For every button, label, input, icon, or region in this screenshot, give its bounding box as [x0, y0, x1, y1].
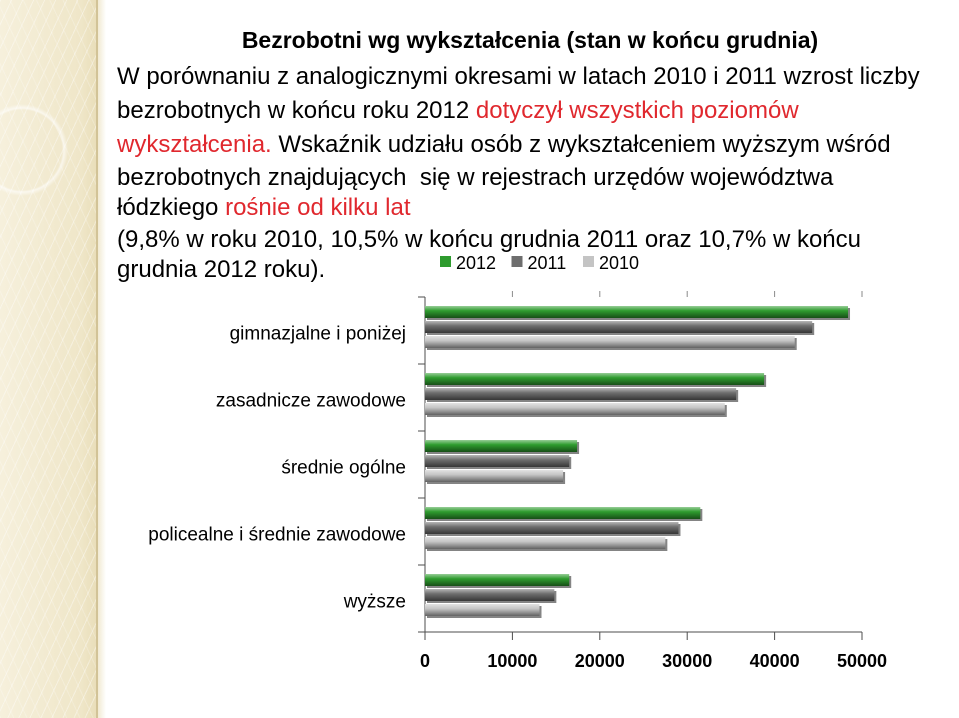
paragraph-text: (9,8% w roku 2010, 10,5% w końcu grudnia… [117, 226, 861, 253]
value-axis-tick-label: 20000 [575, 651, 625, 671]
value-axis-tick-label: 30000 [662, 651, 712, 671]
paragraph-text: łódzkiego [117, 194, 226, 221]
bar-2011-category-2 [425, 388, 737, 400]
bar-2011-category-5 [425, 589, 555, 601]
paragraph-line: łódzkiego rośnie od kilku lat [117, 194, 411, 222]
paragraph-text: W porównaniu z analogicznymi okresami w … [117, 63, 920, 90]
category-label: policealne i średnie zawodowe [148, 525, 406, 546]
slide-decoration-glow [98, 0, 106, 718]
slide-decoration-strip [0, 0, 96, 718]
value-axis-tick-label: 0 [420, 651, 430, 671]
legend-label-2012: 2012 [456, 253, 496, 273]
paragraph-line: wykształcenia. Wskaźnik udziału osób z w… [117, 131, 891, 159]
category-label: wyższe [343, 592, 406, 613]
slide-title: Bezrobotni wg wykształcenia (stan w końc… [241, 27, 819, 53]
bar-2010-category-3 [425, 470, 564, 482]
bar-2012-category-3 [425, 440, 578, 452]
paragraph-line: W porównaniu z analogicznymi okresami w … [117, 63, 920, 91]
paragraph-text: bezrobotnych znajdujących się w rejestra… [117, 164, 834, 191]
category-label: gimnazjalne i poniżej [230, 324, 406, 345]
bar-2012-category-1 [425, 306, 849, 318]
bar-2012-category-2 [425, 373, 765, 385]
legend-swatch-2012 [440, 256, 451, 267]
value-axis-tick-label: 40000 [750, 651, 800, 671]
paragraph-highlight: wykształcenia. [117, 131, 272, 158]
slide-decoration-edge [96, 0, 98, 718]
bar-2011-category-4 [425, 522, 679, 534]
paragraph-text: grudnia 2012 roku). [117, 256, 326, 283]
legend-swatch-2010 [583, 256, 594, 267]
bar-2012-category-5 [425, 574, 570, 586]
paragraph-highlight: rośnie od kilku lat [225, 194, 411, 221]
paragraph-line: grudnia 2012 roku). [117, 256, 325, 284]
bar-2010-category-5 [425, 604, 540, 616]
bar-2011-category-1 [425, 321, 813, 333]
paragraph-text: Wskaźnik udziału osób z wykształceniem w… [271, 131, 891, 158]
bar-2012-category-4 [425, 507, 701, 519]
bar-2010-category-2 [425, 403, 725, 415]
paragraph-line: (9,8% w roku 2010, 10,5% w końcu grudnia… [117, 226, 861, 254]
bar-chart: 2012 2011 2010 0 10000 20000 30000 40000 50000 gi… [148, 253, 887, 671]
bar-2011-category-3 [425, 455, 570, 467]
legend-swatch-2011 [511, 256, 523, 267]
paragraph-line: bezrobotnych znajdujących się w rejestra… [117, 164, 833, 192]
paragraph-line: bezrobotnych w końcu roku 2012 dotyczył … [117, 97, 799, 125]
legend-label-2011: 2011 [528, 253, 567, 273]
paragraph-text: bezrobotnych w końcu roku 2012 [117, 97, 476, 124]
value-axis-tick-label: 10000 [487, 651, 537, 671]
legend-label-2010: 2010 [599, 253, 639, 273]
bar-2010-category-1 [425, 336, 795, 348]
category-label: zasadnicze zawodowe [216, 391, 406, 412]
bar-2010-category-4 [425, 537, 666, 549]
paragraph-highlight: dotyczył wszystkich poziomów [475, 97, 799, 124]
category-label: średnie ogólne [281, 458, 406, 479]
value-axis-tick-label: 50000 [837, 651, 887, 671]
